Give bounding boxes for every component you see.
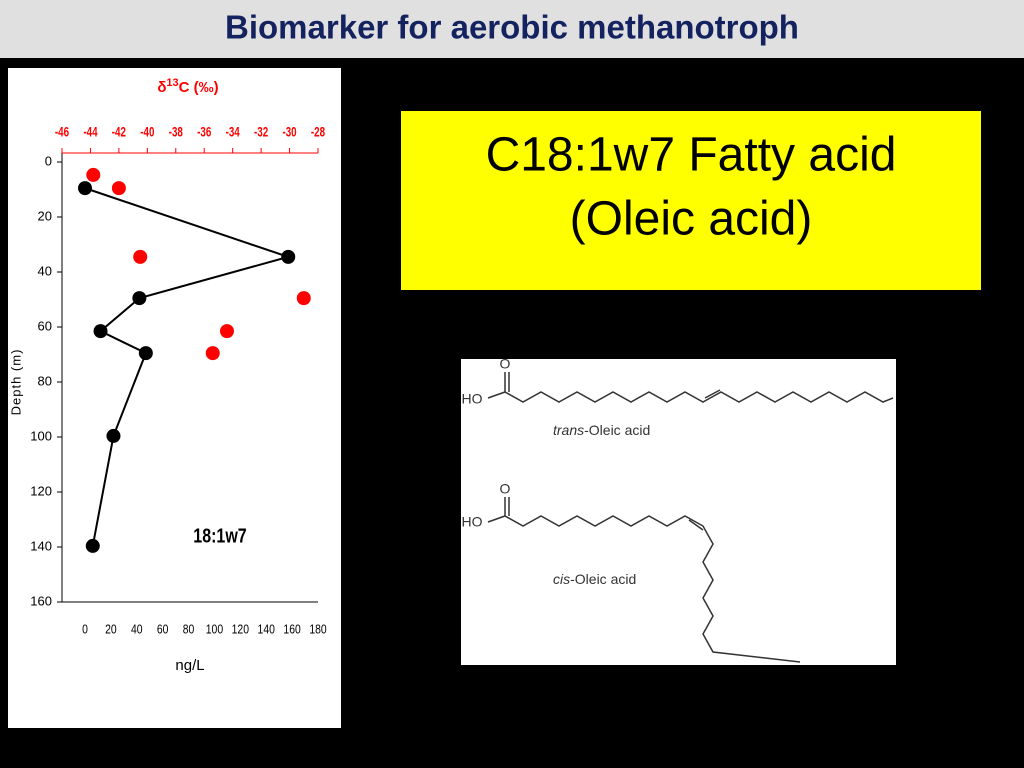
structure-caption: trans-Oleic acid bbox=[553, 422, 650, 438]
x2-tick-label: -38 bbox=[169, 124, 183, 140]
slide-title: Biomarker for aerobic methanotroph bbox=[225, 9, 799, 46]
data-point bbox=[132, 291, 147, 306]
data-point bbox=[86, 167, 101, 182]
y-tick-label: 40 bbox=[38, 263, 52, 278]
annotation: 18:1w7 bbox=[193, 525, 246, 547]
data-point bbox=[205, 346, 220, 361]
data-point bbox=[93, 324, 108, 339]
x-tick-label: 80 bbox=[183, 622, 195, 636]
y-axis-label: Depth (m) bbox=[8, 349, 23, 416]
y-tick-label: 140 bbox=[30, 538, 52, 553]
x-tick-label: 40 bbox=[131, 622, 143, 636]
structure-image bbox=[461, 359, 896, 665]
x2-tick-label: -28 bbox=[311, 124, 325, 140]
atom-label: O bbox=[500, 481, 511, 497]
y-tick-label: 100 bbox=[30, 428, 52, 443]
data-point bbox=[138, 346, 153, 361]
x-tick-label: 120 bbox=[232, 622, 250, 636]
y-tick-label: 160 bbox=[30, 593, 52, 608]
x2-label-unit: C (‰) bbox=[179, 79, 219, 96]
x-tick-label: 0 bbox=[82, 622, 88, 636]
x2-label-superscript: 13 bbox=[166, 77, 178, 89]
data-point bbox=[111, 181, 126, 196]
y-tick-label: 120 bbox=[30, 483, 52, 498]
x-tick-label: 140 bbox=[258, 622, 276, 636]
data-point bbox=[78, 181, 92, 196]
data-point bbox=[106, 428, 121, 443]
bond bbox=[688, 519, 704, 531]
caption-name: -Oleic acid bbox=[570, 571, 636, 587]
bond bbox=[704, 389, 721, 399]
header-band bbox=[0, 0, 1024, 58]
caption-prefix: cis bbox=[553, 571, 570, 587]
chart-panel bbox=[8, 68, 341, 728]
x2-tick-label: -42 bbox=[112, 124, 126, 140]
y-tick-label: 60 bbox=[38, 318, 52, 333]
trans-chain bbox=[487, 391, 894, 403]
x2-tick-label: -32 bbox=[254, 124, 268, 140]
structure-caption: cis-Oleic acid bbox=[553, 571, 636, 587]
chart: 0 20 40 60 80 100 120 140 160 0 20 40 60 80 100 120 140 1… bbox=[8, 77, 327, 674]
x2-tick-label: -30 bbox=[282, 124, 296, 140]
y-tick-label: 0 bbox=[45, 153, 52, 168]
x-axis-label: ng/L bbox=[175, 657, 204, 674]
y-tick-label: 80 bbox=[38, 373, 52, 388]
x2-label-symbol: δ bbox=[157, 79, 166, 96]
x-tick-label: 180 bbox=[309, 622, 327, 636]
callout-line: (Oleic acid) bbox=[570, 193, 813, 246]
x2-tick-label: -46 bbox=[55, 124, 69, 140]
x2-axis-label: δ13C (‰) bbox=[157, 77, 218, 96]
data-point bbox=[296, 291, 311, 306]
x2-tick-label: -36 bbox=[197, 124, 211, 140]
molecules bbox=[487, 372, 894, 663]
data-point bbox=[85, 538, 100, 553]
cis-chain bbox=[487, 515, 801, 663]
caption-name: -Oleic acid bbox=[584, 422, 650, 438]
atom-label: HO bbox=[462, 514, 483, 530]
x-tick-label: 160 bbox=[283, 622, 301, 636]
x2-tick-label: -40 bbox=[140, 124, 154, 140]
callout-line: C18:1w7 Fatty acid bbox=[486, 129, 897, 182]
x-tick-label: 60 bbox=[157, 622, 169, 636]
atom-label: O bbox=[500, 356, 511, 372]
callout-box bbox=[401, 111, 981, 290]
data-point bbox=[219, 324, 234, 339]
atom-label: HO bbox=[462, 391, 483, 407]
x-tick-label: 20 bbox=[105, 622, 117, 636]
data-point bbox=[133, 249, 148, 264]
x2-tick-label: -34 bbox=[226, 124, 240, 140]
x-tick-label: 100 bbox=[206, 622, 224, 636]
caption-prefix: trans bbox=[553, 422, 584, 438]
data-point bbox=[281, 249, 296, 264]
x2-tick-label: -44 bbox=[83, 124, 97, 140]
y-tick-label: 20 bbox=[38, 208, 52, 223]
